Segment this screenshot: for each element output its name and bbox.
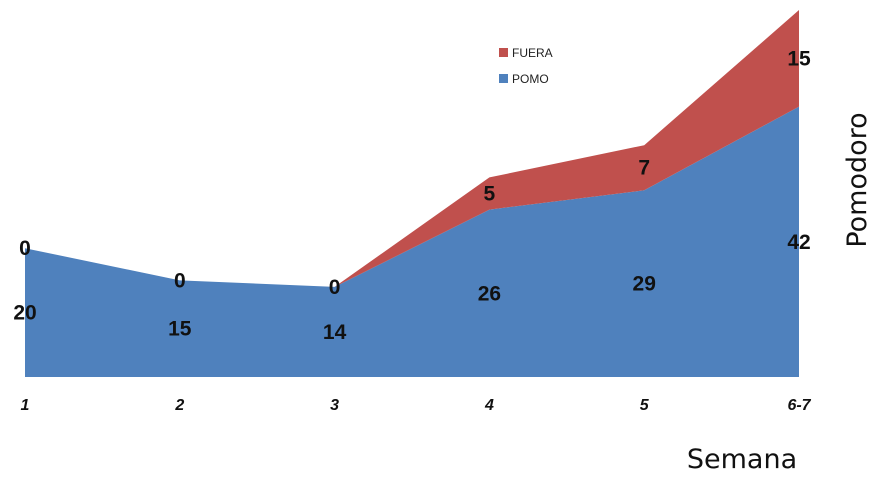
area-fuera xyxy=(25,10,799,287)
data-label-fuera-3: 0 xyxy=(329,276,341,299)
legend: FUERA POMO xyxy=(499,46,553,86)
data-label-fuera-2: 0 xyxy=(174,269,186,292)
legend-swatch-fuera xyxy=(499,48,508,57)
x-tick-6-7: 6-7 xyxy=(787,397,811,414)
data-label-pomo-3: 14 xyxy=(323,321,347,344)
y-axis-title: Pomodoro xyxy=(842,112,873,247)
x-tick-4: 4 xyxy=(484,397,494,414)
x-tick-2: 2 xyxy=(174,397,184,414)
x-axis-title: Semana xyxy=(687,444,797,475)
data-label-pomo-6-7: 42 xyxy=(787,231,810,254)
legend-label-fuera: FUERA xyxy=(512,46,553,60)
x-tick-layer: 1 2 3 4 5 6-7 xyxy=(21,397,812,414)
x-tick-1: 1 xyxy=(21,397,30,414)
area-layer xyxy=(25,10,799,377)
data-label-pomo-4: 26 xyxy=(478,282,501,305)
x-tick-5: 5 xyxy=(640,397,650,414)
data-label-fuera-5: 7 xyxy=(638,157,650,180)
data-label-fuera-1: 0 xyxy=(19,237,31,260)
data-label-pomo-5: 29 xyxy=(633,273,656,296)
legend-label-pomo: POMO xyxy=(512,72,549,86)
data-label-fuera-6-7: 15 xyxy=(787,47,811,70)
area-pomo xyxy=(25,106,799,377)
data-label-pomo-1: 20 xyxy=(13,302,36,325)
x-tick-3: 3 xyxy=(330,397,339,414)
data-label-layer: 20 15 14 26 29 42 0 0 0 5 7 15 xyxy=(13,47,811,344)
data-label-pomo-2: 15 xyxy=(168,318,192,341)
legend-swatch-pomo xyxy=(499,74,508,83)
data-label-fuera-4: 5 xyxy=(484,183,496,206)
